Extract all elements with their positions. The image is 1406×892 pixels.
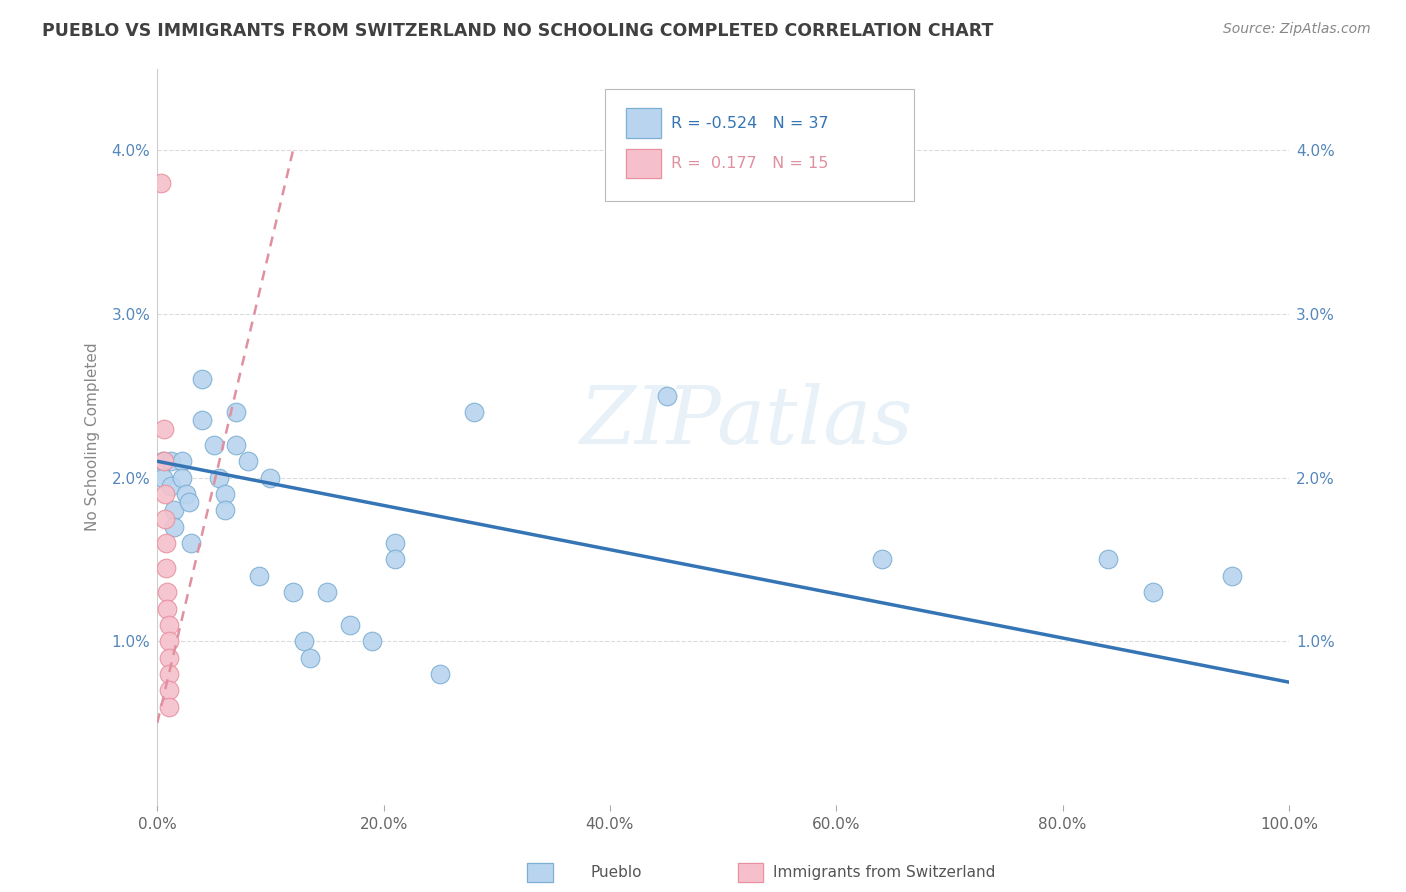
Point <box>384 536 406 550</box>
Point <box>155 560 177 574</box>
Point <box>157 650 180 665</box>
Point <box>225 405 247 419</box>
Point <box>157 667 180 681</box>
Text: PUEBLO VS IMMIGRANTS FROM SWITZERLAND NO SCHOOLING COMPLETED CORRELATION CHART: PUEBLO VS IMMIGRANTS FROM SWITZERLAND NO… <box>42 22 994 40</box>
Point <box>153 421 176 435</box>
Point <box>214 503 236 517</box>
Point <box>339 618 361 632</box>
Point <box>281 585 304 599</box>
Point <box>463 405 485 419</box>
Point <box>214 487 236 501</box>
Point <box>1142 585 1164 599</box>
Point <box>153 511 176 525</box>
Point <box>157 618 180 632</box>
Point <box>655 389 678 403</box>
Point <box>292 634 315 648</box>
Point <box>156 601 179 615</box>
Text: ZIPatlas: ZIPatlas <box>579 384 912 461</box>
Text: Pueblo: Pueblo <box>591 865 643 880</box>
Point <box>180 536 202 550</box>
Text: Source: ZipAtlas.com: Source: ZipAtlas.com <box>1223 22 1371 37</box>
Point <box>157 699 180 714</box>
Point <box>384 552 406 566</box>
Point <box>155 536 177 550</box>
Point <box>149 176 172 190</box>
Point <box>202 438 225 452</box>
Point <box>156 585 179 599</box>
Point <box>191 372 214 386</box>
Point <box>236 454 259 468</box>
Point <box>152 470 174 484</box>
Point <box>172 470 194 484</box>
Point <box>870 552 893 566</box>
Point <box>157 634 180 648</box>
Point <box>429 667 451 681</box>
Point <box>208 470 231 484</box>
Point <box>159 454 181 468</box>
Point <box>191 413 214 427</box>
Point <box>361 634 384 648</box>
Point <box>174 487 197 501</box>
Point <box>1220 569 1243 583</box>
Text: R =  0.177   N = 15: R = 0.177 N = 15 <box>671 156 828 170</box>
Point <box>153 454 176 468</box>
Point <box>163 503 186 517</box>
Point <box>1097 552 1119 566</box>
Point <box>152 454 174 468</box>
Point <box>153 487 176 501</box>
Point <box>259 470 281 484</box>
Y-axis label: No Schooling Completed: No Schooling Completed <box>86 343 100 531</box>
Point <box>172 454 194 468</box>
Point <box>225 438 247 452</box>
Point <box>157 683 180 698</box>
Point <box>247 569 270 583</box>
Point <box>163 519 186 533</box>
Point <box>298 650 321 665</box>
Point <box>316 585 339 599</box>
Text: R = -0.524   N = 37: R = -0.524 N = 37 <box>671 116 828 130</box>
Point <box>159 479 181 493</box>
Point <box>177 495 200 509</box>
Text: Immigrants from Switzerland: Immigrants from Switzerland <box>773 865 995 880</box>
